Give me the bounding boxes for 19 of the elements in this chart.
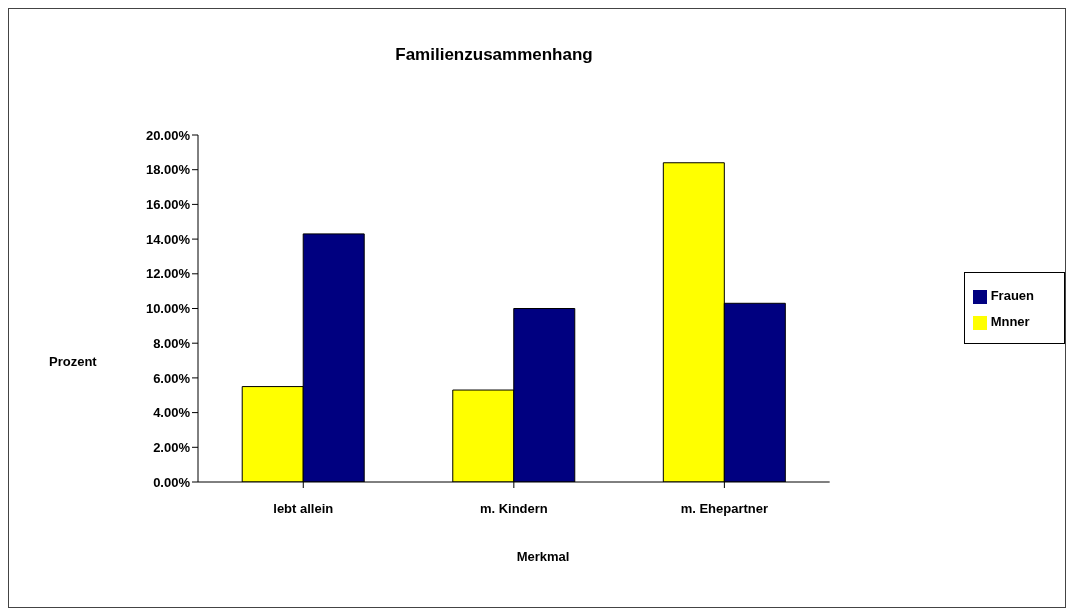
x-tick-label: lebt allein: [273, 501, 334, 517]
y-tick-label: 2.00%: [153, 439, 191, 455]
chart-title: Familienzusammenhang: [394, 45, 594, 65]
y-tick-label: 10.00%: [145, 301, 191, 317]
x-tick-label: m. Ehepartner: [680, 501, 769, 517]
x-axis-title: Merkmal: [515, 549, 571, 564]
y-tick-label: 18.00%: [145, 162, 191, 178]
y-tick-label: 6.00%: [153, 370, 191, 386]
y-tick-label: 8.00%: [153, 335, 191, 351]
y-tick-label: 20.00%: [145, 127, 191, 143]
legend-label: Mnner: [990, 314, 1030, 329]
y-tick-label: 14.00%: [145, 231, 191, 247]
legend-label: Frauen: [990, 288, 1034, 303]
y-axis-title: Prozent: [49, 354, 97, 369]
y-tick-label: 16.00%: [145, 197, 191, 213]
y-tick-label: 12.00%: [145, 266, 191, 282]
y-tick-label: 0.00%: [153, 474, 191, 490]
x-tick-label: m. Kindern: [479, 501, 548, 517]
y-tick-label: 4.00%: [153, 405, 191, 421]
